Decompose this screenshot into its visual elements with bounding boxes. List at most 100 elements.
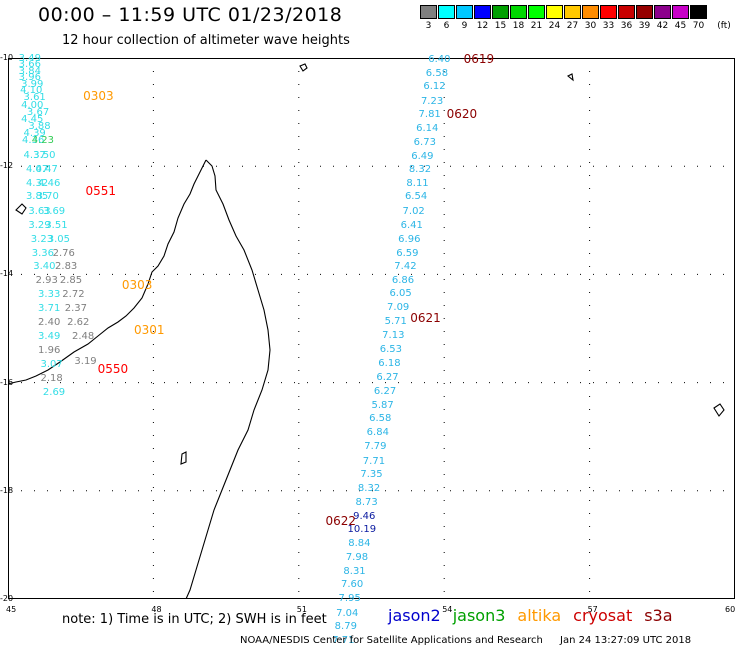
latitude-tick: -18 (0, 485, 14, 495)
madagascar-west-coastline (8, 159, 207, 385)
wave-height-value: 3.51 (45, 219, 68, 231)
wave-height-value: 3.66 (18, 59, 41, 71)
scale-label: 33 (602, 21, 615, 31)
pass-time-label: 0550 (97, 362, 129, 377)
pass-time-label: 0301 (134, 323, 165, 338)
wave-height-value: 4.47 (35, 163, 58, 175)
latitude-tick: -16 (0, 377, 14, 387)
wave-height-value: 2.37 (64, 302, 87, 314)
wave-height-value: 7.81 (418, 109, 441, 121)
wave-height-value: 3.69 (42, 205, 66, 217)
wave-height-value: 4.00 (21, 99, 44, 111)
wave-height-value: 6.05 (389, 288, 412, 300)
pass-time-label: 0303 (121, 278, 153, 293)
wave-height-value: 2.48 (71, 331, 95, 343)
wave-height-value: 3.36 (31, 247, 55, 259)
wave-height-value: 7.02 (402, 206, 425, 218)
wave-height-value: 9.46 (353, 510, 376, 522)
wave-height-value: 7.13 (382, 329, 405, 341)
wave-height-value: 3.84 (18, 65, 41, 77)
wave-height-value: 3.85 (25, 191, 49, 203)
map-frame (8, 58, 735, 599)
wave-height-value: 6.27 (376, 371, 399, 383)
wave-height-value: 4.37 (23, 149, 46, 161)
pass-time-label: 0620 (446, 107, 478, 122)
wave-height-value: 2.18 (40, 372, 63, 384)
map-area: -10 -12 -14 -16 -18 -20 45 48 51 54 57 60 6.40 6.58… (0, 52, 735, 646)
pass-time-label: 0551 (85, 183, 117, 198)
scale-label: 36 (620, 21, 633, 31)
scale-swatch (546, 5, 563, 19)
coastline (8, 63, 725, 599)
scale-swatch (582, 5, 599, 19)
satellite-legend-altika: altika (517, 606, 562, 625)
wave-height-value: 2.40 (38, 317, 61, 328)
wave-height-value: 3.96 (18, 72, 41, 84)
wave-height-value: 6.58 (425, 67, 449, 79)
latitude-tick: -14 (0, 269, 14, 279)
scale-label: 30 (584, 21, 597, 31)
wave-height-value: 6.27 (373, 385, 397, 397)
scale-swatch (600, 5, 617, 19)
longitude-tick: 54 (442, 605, 453, 614)
wave-height-value: 7.04 (336, 607, 359, 619)
wave-height-value: 6.53 (379, 344, 403, 356)
wave-height-value: 4.07 (25, 163, 49, 175)
wave-height-value: 4.39 (23, 127, 46, 139)
units-note: note: 1) Time is in UTC; 2) SWH is in fe… (62, 612, 327, 627)
scale-label: 42 (656, 21, 669, 31)
wave-height-value: 2.62 (67, 317, 90, 328)
scale-swatch (564, 5, 581, 19)
wave-height-value: 8.79 (334, 621, 357, 633)
wave-height-value: 3.23 (30, 233, 54, 245)
wave-height-value: 4.10 (20, 85, 43, 97)
scale-label: 24 (548, 21, 561, 31)
wave-height-value: 7.60 (340, 579, 364, 591)
wave-height-value: 7.71 (362, 455, 386, 467)
scale-swatch (690, 5, 707, 19)
wave-height-value: 2.83 (55, 261, 78, 273)
scale-swatch (438, 5, 455, 19)
longitude-tick: 60 (725, 605, 736, 614)
wave-height-value: 3.67 (26, 106, 50, 118)
wave-height-value: 3.49 (18, 53, 41, 64)
satellite-legend-jason2: jason2 (388, 606, 441, 625)
scale-label: 27 (566, 21, 579, 31)
wave-height-value: 8.11 (406, 177, 429, 189)
latitude-tick: -10 (0, 53, 14, 62)
satellite-legend-s3a: s3a (644, 606, 673, 625)
scale-swatch (528, 5, 545, 19)
scale-label: 21 (530, 21, 543, 31)
wave-height-value: 6.18 (378, 358, 401, 370)
scale-label: 15 (494, 21, 507, 31)
madagascar-coastline (185, 159, 271, 599)
wave-height-value: 3.05 (47, 233, 71, 245)
wave-height-value: 3.07 (40, 358, 63, 370)
wave-height-value: 3.70 (36, 191, 59, 203)
wave-height-value: 3.71 (38, 302, 61, 314)
wave-height-value: 7.09 (387, 302, 410, 314)
wave-height-value: 7.98 (345, 552, 369, 564)
wave-height-value: 8.73 (355, 496, 378, 508)
scale-label: 45 (674, 21, 687, 31)
wave-height-value: 7.42 (394, 261, 417, 273)
scale-swatch (474, 5, 491, 19)
scale-label: 70 (692, 21, 705, 31)
scale-swatch (672, 5, 689, 19)
wave-height-value: 3.33 (38, 288, 61, 300)
wave-height-value: 7.79 (364, 440, 387, 452)
wave-height-value: 3.40 (33, 261, 56, 273)
wave-height-color-scale: 3 6 9 12 15 18 21 24 27 30 33 36 39 42 45 70 (ft) (420, 5, 736, 33)
wave-height-value: 2.76 (52, 247, 75, 259)
wave-height-value: 6.54 (404, 191, 428, 203)
scale-label: 39 (638, 21, 651, 31)
wave-height-value: 2.93 (35, 275, 58, 287)
satellite-legend-cryosat: cryosat (573, 606, 633, 625)
map-subtitle: 12 hour collection of altimeter wave hei… (62, 33, 350, 48)
scale-swatch (492, 5, 509, 19)
wave-height-value: 8.32 (357, 482, 381, 494)
wave-height-value: 8.31 (343, 565, 366, 577)
wave-height-value: 2.69 (42, 386, 66, 398)
wave-height-value: 10.19 (347, 523, 377, 535)
wave-height-value: 6.41 (400, 220, 423, 232)
